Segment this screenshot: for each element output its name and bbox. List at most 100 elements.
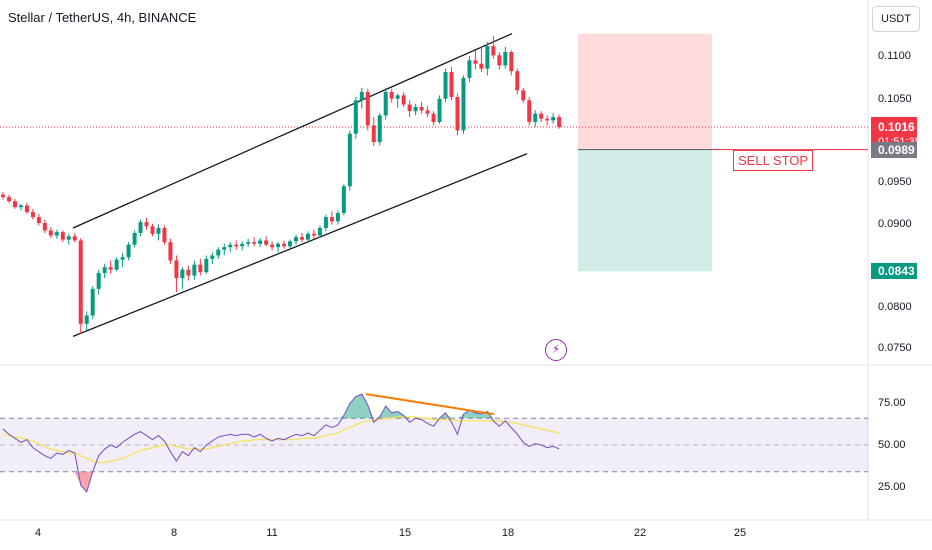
candle-body: [371, 125, 376, 143]
candle-body: [365, 92, 370, 126]
candle-body: [276, 243, 281, 248]
candle-body: [210, 255, 215, 259]
candle-body: [48, 230, 53, 236]
candle-body: [437, 98, 442, 123]
candle-body: [557, 117, 562, 128]
price-tick-label: 0.1100: [878, 50, 911, 62]
lightning-icon[interactable]: ⚡: [545, 339, 567, 361]
candle-body: [389, 92, 394, 99]
rsi-tick-label: 50.00: [878, 439, 906, 451]
channel-lower-line: [72, 153, 528, 337]
candle-body: [186, 269, 191, 276]
channel-upper-line: [72, 33, 513, 229]
candle-body: [407, 104, 412, 112]
candle-body: [479, 63, 484, 69]
price-tick-label: 0.0900: [878, 218, 912, 230]
candle-body: [341, 186, 346, 213]
candle-body: [335, 212, 340, 222]
candle-body: [72, 236, 77, 241]
stop-price-tag: 0.0989: [871, 141, 917, 158]
candle-body: [425, 110, 430, 114]
candle-body: [216, 249, 221, 256]
candle-body: [264, 240, 269, 245]
candle-body: [467, 60, 472, 78]
candle-body: [503, 51, 508, 66]
candle-body: [168, 242, 173, 261]
candle-body: [521, 90, 526, 101]
candle-body: [144, 222, 149, 227]
time-tick-label: 8: [170, 527, 178, 539]
candle-body: [54, 232, 59, 236]
candle-body: [323, 217, 328, 228]
candle-body: [431, 113, 436, 123]
candle-body: [347, 133, 352, 187]
time-tick-label: 18: [501, 527, 515, 539]
candle-body: [1, 194, 5, 198]
rsi-overbought-fill: [337, 394, 494, 419]
candle-body: [395, 95, 400, 99]
candle-body: [132, 232, 137, 245]
currency-selector[interactable]: USDT: [872, 6, 920, 32]
candle-body: [311, 233, 316, 236]
target-price-tag: 0.0843: [871, 263, 917, 280]
candle-body: [126, 244, 131, 258]
candle-body: [317, 227, 322, 236]
candle-body: [204, 258, 209, 273]
candle-body: [527, 100, 532, 123]
candle-body: [551, 117, 556, 121]
candle-body: [252, 242, 257, 244]
candle-body: [6, 197, 11, 202]
candle-body: [84, 315, 89, 324]
candle-body: [120, 257, 125, 260]
candle-body: [258, 240, 263, 244]
candle-body: [413, 107, 418, 112]
candle-body: [234, 244, 239, 247]
last-price-value: 0.1016: [878, 120, 915, 135]
candle-body: [198, 264, 203, 273]
candle-body: [300, 237, 304, 240]
candle-body: [533, 113, 538, 123]
candle-body: [246, 242, 251, 244]
time-tick-label: 25: [733, 527, 747, 539]
price-tick-label: 0.0950: [878, 176, 912, 188]
sell-stop-label: SELL STOP: [733, 149, 814, 171]
candle-body: [222, 247, 227, 250]
time-tick-label: 11: [266, 527, 278, 539]
reward-zone: [578, 149, 712, 272]
rsi-tick-label: 75.00: [878, 397, 906, 409]
candle-body: [270, 244, 275, 248]
candle-body: [78, 240, 83, 324]
time-tick-label: 22: [633, 527, 647, 539]
price-tick-label: 0.0800: [878, 301, 912, 313]
candle-body: [102, 267, 107, 274]
candle-body: [180, 269, 185, 279]
candle-body: [90, 288, 95, 316]
candle-body: [449, 72, 454, 98]
candle-body: [162, 227, 167, 243]
candle-body: [108, 267, 113, 270]
candle-body: [485, 46, 490, 69]
candle-body: [138, 222, 143, 233]
candle-body: [240, 243, 245, 247]
candle-body: [377, 115, 382, 143]
candle-body: [509, 51, 514, 72]
time-tick-label: 4: [34, 527, 42, 539]
candle-body: [12, 201, 17, 208]
price-tick-label: 0.0750: [878, 342, 912, 354]
candle-body: [359, 92, 364, 101]
candle-body: [228, 244, 233, 248]
divergence-line: [365, 393, 495, 416]
candle-body: [329, 217, 334, 222]
candle-body: [114, 259, 119, 270]
time-tick-label: 15: [398, 527, 412, 539]
candle-body: [545, 118, 550, 121]
candle-body: [305, 233, 310, 240]
candle-body: [36, 217, 41, 223]
candle-body: [353, 100, 358, 134]
rsi-line: [2, 393, 560, 494]
candle-body: [18, 205, 23, 208]
candle-body: [515, 71, 520, 91]
candle-body: [473, 60, 478, 64]
candle-body: [461, 77, 466, 131]
